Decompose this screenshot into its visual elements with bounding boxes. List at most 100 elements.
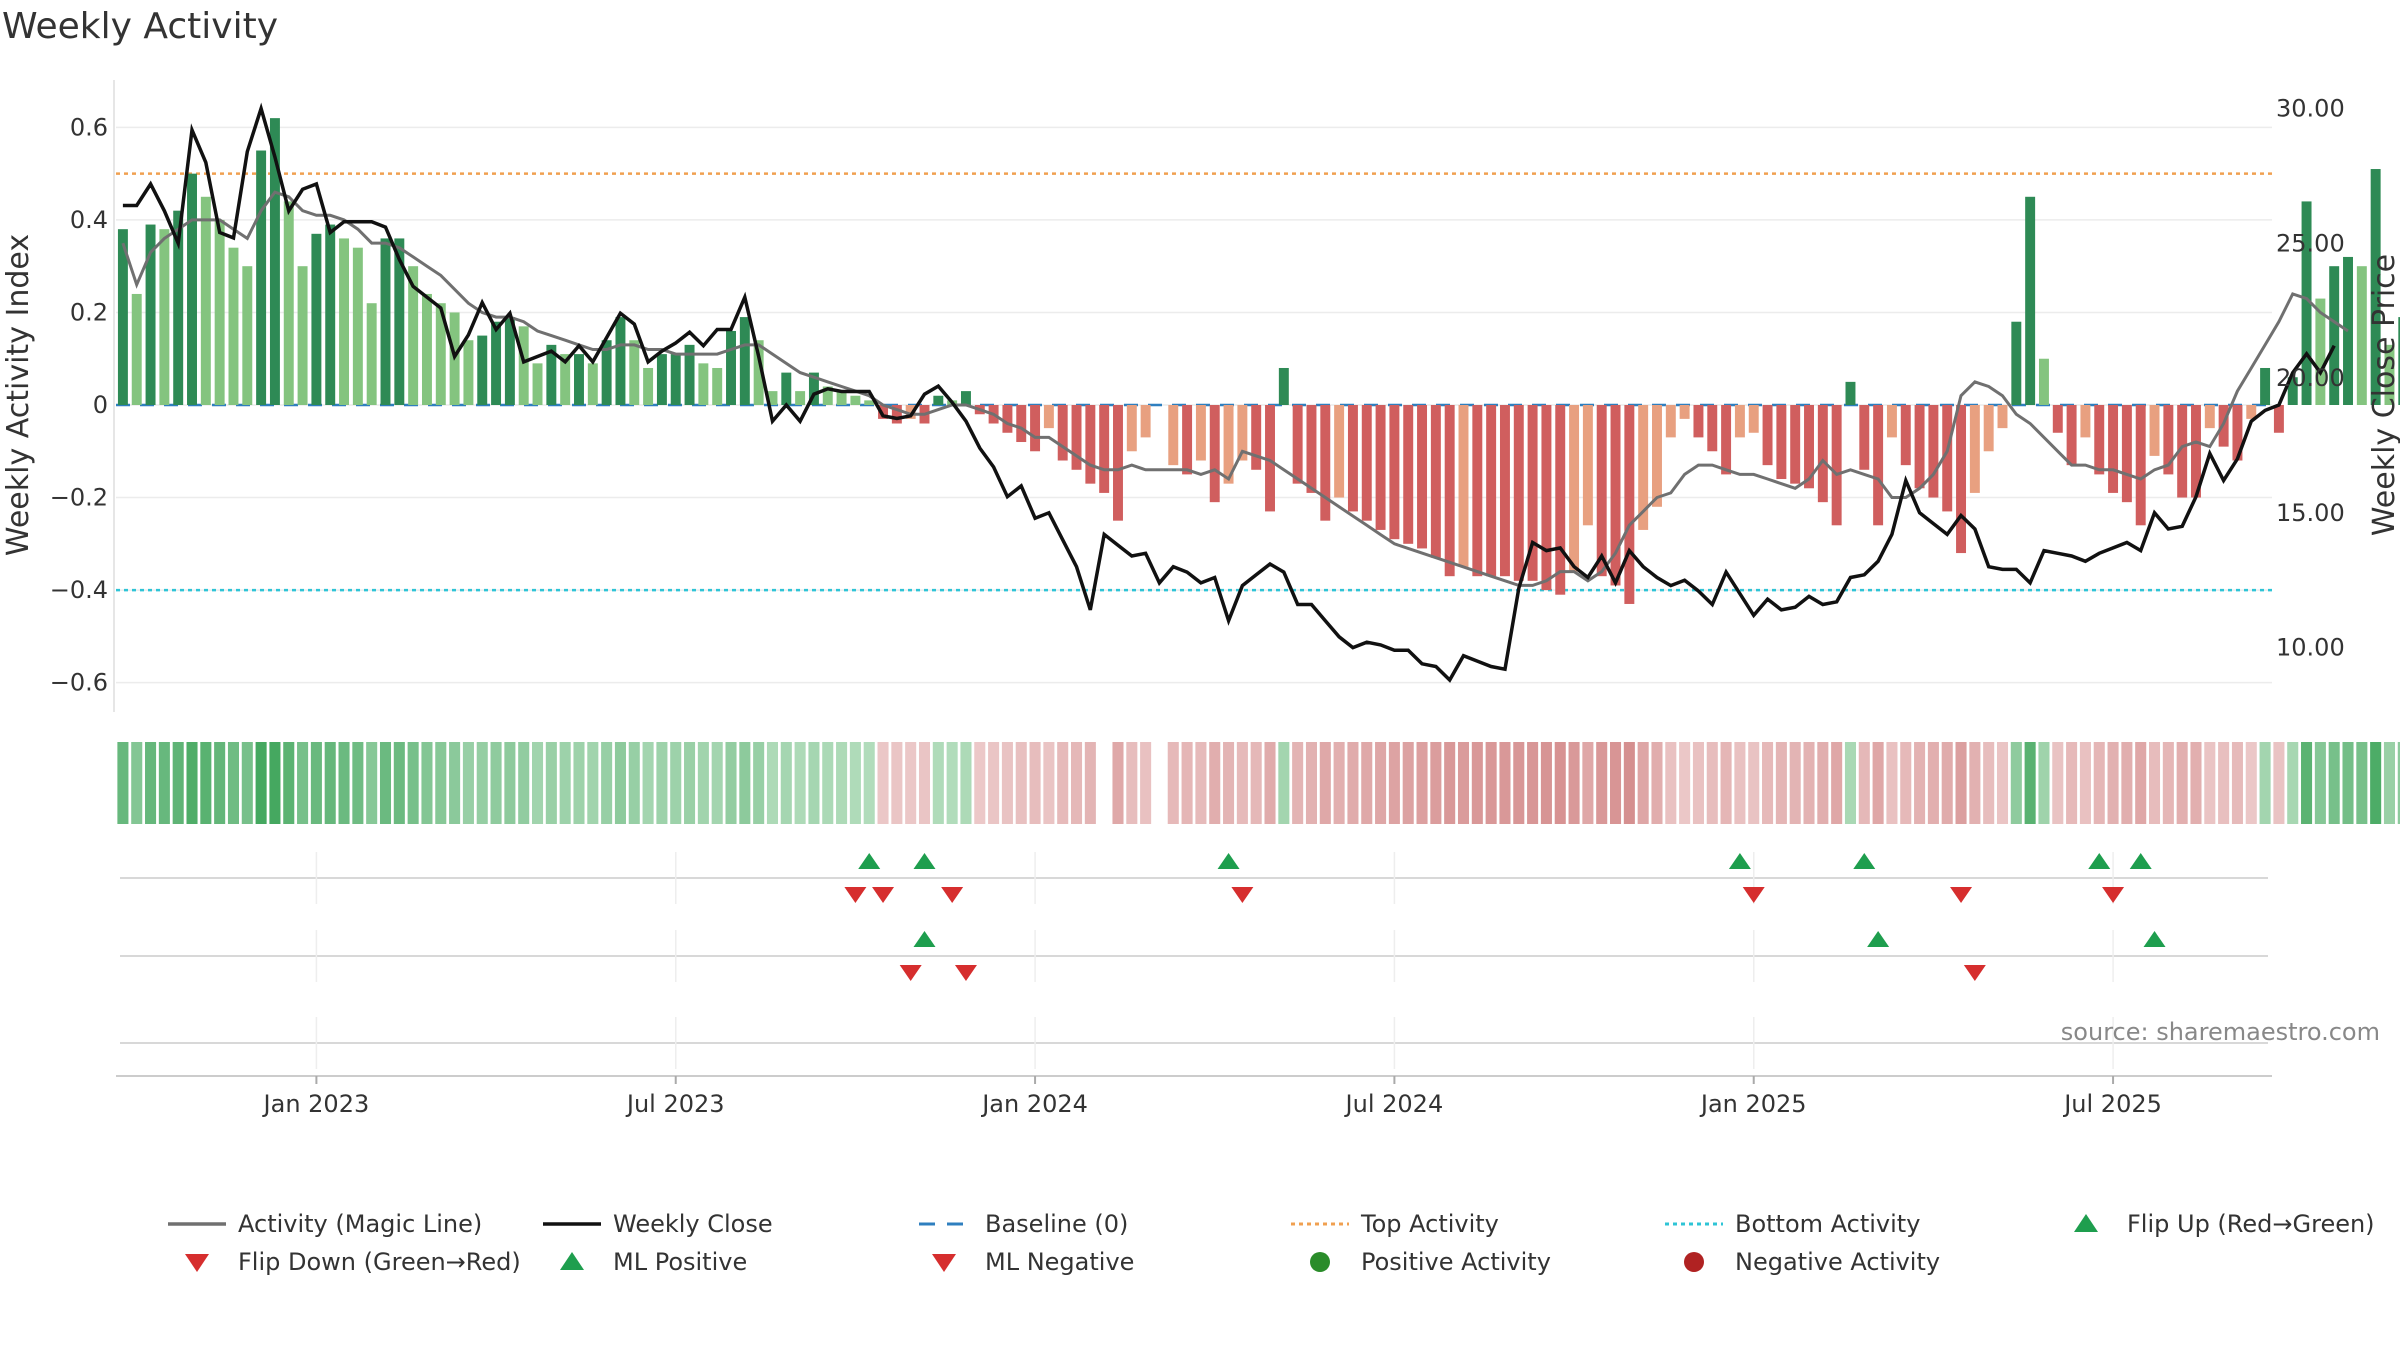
ribbon-cell	[227, 742, 240, 824]
activity-bar	[1306, 405, 1317, 493]
y2-tick-label: 10.00	[2276, 634, 2345, 662]
ribbon-cell	[407, 742, 419, 824]
flip-up-marker	[858, 853, 881, 869]
activity-bar	[1569, 405, 1580, 572]
flip-up-marker	[1853, 853, 1876, 869]
activity-bar	[1638, 405, 1649, 530]
activity-bar	[228, 247, 239, 405]
activity-bar	[2204, 405, 2215, 429]
ribbon-cell	[1609, 742, 1622, 824]
ribbon-cell	[1084, 742, 1096, 824]
ml-up-marker	[2143, 931, 2166, 947]
ribbon-cell	[283, 742, 295, 824]
ribbon-cell	[2370, 742, 2382, 824]
legend-item: Bottom Activity	[1665, 1210, 1920, 1238]
ribbon-cell	[2342, 742, 2354, 824]
activity-bar	[2260, 367, 2271, 405]
activity-bar	[670, 354, 681, 405]
y2-tick-label: 20.00	[2276, 364, 2345, 392]
ribbon-cell	[352, 742, 364, 824]
ribbon-cell	[794, 742, 806, 824]
legend-item: Baseline (0)	[919, 1210, 1128, 1238]
ribbon-cell	[1568, 742, 1580, 824]
y-tick-label: 0.6	[70, 113, 108, 141]
activity-bar	[2356, 266, 2367, 405]
legend-label: ML Positive	[613, 1248, 747, 1276]
legend-swatch	[932, 1254, 956, 1272]
activity-bar	[726, 330, 736, 405]
legend-label: Weekly Close	[613, 1210, 773, 1238]
ml-up-marker	[1867, 931, 1890, 947]
ribbon-cell	[932, 742, 944, 824]
activity-bar	[643, 367, 654, 405]
ribbon-cell	[1969, 742, 1981, 824]
activity-bar	[283, 201, 294, 405]
ribbon-cell	[1430, 742, 1442, 824]
ribbon-cell	[145, 742, 157, 824]
ribbon-cell	[1540, 742, 1552, 824]
activity-bar	[1721, 405, 1732, 475]
ribbon-cell	[310, 742, 322, 824]
x-tick-label: Jul 2025	[2062, 1090, 2162, 1118]
ribbon-cell	[2135, 742, 2147, 824]
ribbon-cell	[1333, 742, 1345, 824]
ribbon-cell	[172, 742, 184, 824]
ribbon-cell	[1292, 742, 1304, 824]
ribbon-cell	[158, 742, 170, 824]
ribbon-cell	[753, 742, 765, 824]
activity-bar	[1030, 405, 1041, 452]
activity-bar	[1126, 405, 1137, 452]
ribbon-cell	[891, 742, 903, 824]
ribbon-cell	[1665, 742, 1677, 824]
flip-down-marker	[1231, 887, 1254, 903]
activity-bar	[2149, 405, 2160, 456]
legend-swatch	[560, 1252, 584, 1270]
ribbon-cell	[1223, 742, 1235, 824]
activity-bar	[1555, 405, 1566, 595]
x-tick-label: Jul 2024	[1344, 1090, 1444, 1118]
ribbon-cell	[1844, 742, 1857, 824]
activity-bar	[311, 233, 322, 405]
activity-bar	[1223, 405, 1234, 484]
legend-label: Activity (Magic Line)	[238, 1210, 482, 1238]
flip-up-marker	[2088, 853, 2111, 869]
ribbon-cell	[449, 742, 461, 824]
ribbon-cell	[1015, 742, 1027, 824]
flip-up-marker	[1728, 853, 1751, 869]
ribbon-cell	[559, 742, 571, 824]
activity-bar	[629, 340, 640, 405]
activity-bar	[1942, 405, 1953, 512]
ribbon-cell	[656, 742, 668, 824]
activity-bar	[1928, 405, 1939, 498]
legend-item: Flip Up (Red→Green)	[2074, 1210, 2375, 1238]
legend-label: Positive Activity	[1361, 1248, 1551, 1276]
ribbon-cell	[739, 742, 751, 824]
ribbon-cell	[2107, 742, 2119, 824]
ribbon-cell	[131, 742, 143, 824]
activity-bar	[1292, 405, 1303, 484]
ribbon-cell	[1872, 742, 1884, 824]
weekly-close-series	[122, 102, 2336, 683]
ribbon-cell	[601, 742, 613, 824]
y-tick-labels: −0.6 −0.4 −0.2 0 0.2 0.4 0.6	[50, 113, 108, 696]
activity-bar	[1361, 405, 1372, 521]
ribbon-cell	[393, 742, 405, 824]
activity-bar	[1486, 405, 1497, 577]
ribbon-cell	[1927, 742, 1939, 824]
activity-bar	[1693, 405, 1704, 438]
ribbon-cell	[1043, 742, 1055, 824]
y2-tick-label: 15.00	[2276, 499, 2345, 527]
flip-up-marker	[913, 853, 936, 869]
activity-bar	[739, 317, 750, 405]
activity-bar	[1804, 405, 1814, 489]
legend-item: Activity (Magic Line)	[168, 1210, 482, 1238]
ribbon-cell	[2287, 742, 2299, 824]
ribbon-cell	[1886, 742, 1898, 824]
activity-bar	[2011, 321, 2022, 405]
activity-bar	[2191, 405, 2201, 498]
activity-bar	[1209, 405, 1220, 503]
activity-bar	[1237, 405, 1248, 461]
activity-bar	[1831, 405, 1842, 526]
activity-bar	[242, 266, 253, 405]
ribbon-cell	[697, 742, 709, 824]
